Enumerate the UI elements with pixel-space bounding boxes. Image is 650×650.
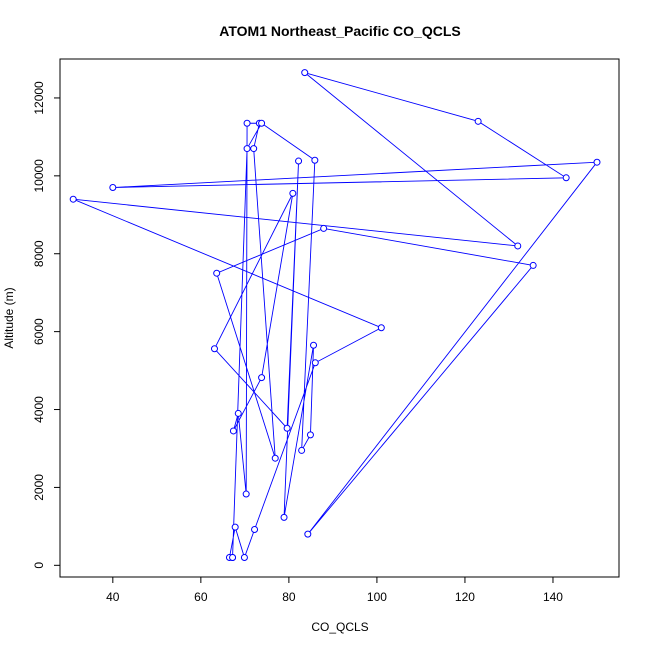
y-axis-label: Altitude (m) [2,287,16,348]
y-tick-label: 2000 [32,474,46,501]
data-point [258,119,266,127]
x-tick-label: 60 [194,590,208,604]
data-point [377,324,385,332]
y-tick-label: 12000 [32,81,46,115]
x-axis-label: CO_QCLS [311,620,368,634]
data-point [280,513,288,521]
data-point [529,261,537,269]
x-tick-label: 80 [282,590,296,604]
data-point [271,454,279,462]
data-point [234,409,242,417]
x-axis: 40 60 80 100 120 140 [106,576,563,604]
data-point [311,156,319,164]
y-tick-label: 6000 [32,318,46,345]
data-point [304,530,312,538]
data-point [283,424,291,432]
data-point [311,359,319,367]
data-point [229,427,237,435]
data-point [295,157,303,165]
series-line [73,72,598,559]
data-point [229,554,237,562]
series-layer [69,69,601,562]
data-point [306,431,314,439]
data-point [210,345,218,353]
x-tick-label: 100 [367,590,387,604]
data-point [69,195,77,203]
data-point [474,117,482,125]
y-axis: 0 2000 4000 6000 8000 10000 12000 [32,81,61,569]
data-point [562,174,570,182]
data-point [258,374,266,382]
data-point [250,145,258,153]
data-point [243,119,251,127]
x-tick-label: 120 [455,590,475,604]
data-point [240,554,248,562]
data-point [320,224,328,232]
data-point [514,242,522,250]
data-point [213,269,221,277]
y-tick-label: 8000 [32,240,46,267]
y-tick-label: 0 [32,562,46,569]
x-tick-label: 40 [106,590,120,604]
data-point [301,69,309,77]
plot-frame [59,58,620,578]
data-point [289,189,297,197]
y-tick-label: 4000 [32,396,46,423]
data-point [593,158,601,166]
data-point [310,341,318,349]
x-tick-label: 140 [543,590,563,604]
data-point [231,523,239,531]
data-point [242,490,250,498]
data-point [251,525,259,533]
y-tick-label: 10000 [32,159,46,193]
chart-title: ATOM1 Northeast_Pacific CO_QCLS [219,23,460,39]
data-point [298,446,306,454]
data-point [243,145,251,153]
data-point [109,184,117,192]
